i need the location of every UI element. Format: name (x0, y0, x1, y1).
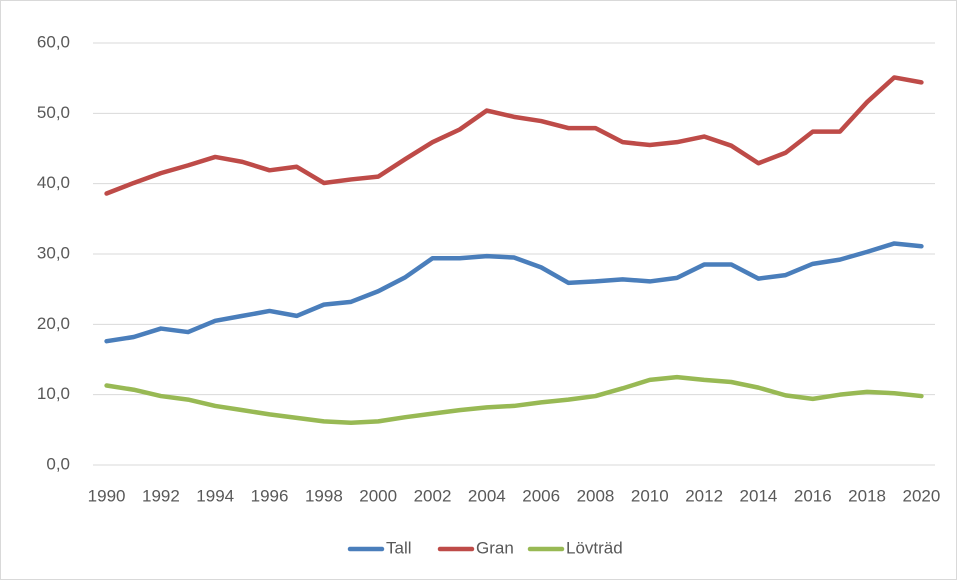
x-tick-label: 2004 (468, 486, 506, 505)
y-tick-label: 20,0 (37, 314, 70, 333)
y-tick-label: 40,0 (37, 173, 70, 192)
x-tick-label: 2020 (903, 486, 941, 505)
x-tick-label: 2012 (685, 486, 723, 505)
x-tick-label: 1992 (142, 486, 180, 505)
x-tick-label: 2010 (631, 486, 669, 505)
line-series (104, 241, 924, 344)
y-tick-label: 0,0 (46, 454, 70, 473)
x-tick-label: 2008 (577, 486, 615, 505)
x-tick-label: 1994 (196, 486, 234, 505)
legend-label: Tall (386, 538, 412, 557)
x-tick-label: 1990 (88, 486, 126, 505)
legend-label: Gran (476, 538, 514, 557)
line-series (104, 374, 924, 426)
legend-label: Lövträd (566, 538, 623, 557)
line-series (104, 75, 924, 196)
x-tick-label: 2000 (359, 486, 397, 505)
x-tick-label: 1996 (251, 486, 289, 505)
x-tick-label: 2016 (794, 486, 832, 505)
x-tick-label: 2002 (414, 486, 452, 505)
x-tick-label: 2018 (848, 486, 886, 505)
y-tick-label: 60,0 (37, 32, 70, 51)
x-tick-label: 1998 (305, 486, 343, 505)
y-tick-label: 50,0 (37, 103, 70, 122)
x-tick-label: 2014 (740, 486, 778, 505)
y-tick-label: 10,0 (37, 384, 70, 403)
y-tick-label: 30,0 (37, 243, 70, 262)
x-tick-label: 2006 (522, 486, 560, 505)
